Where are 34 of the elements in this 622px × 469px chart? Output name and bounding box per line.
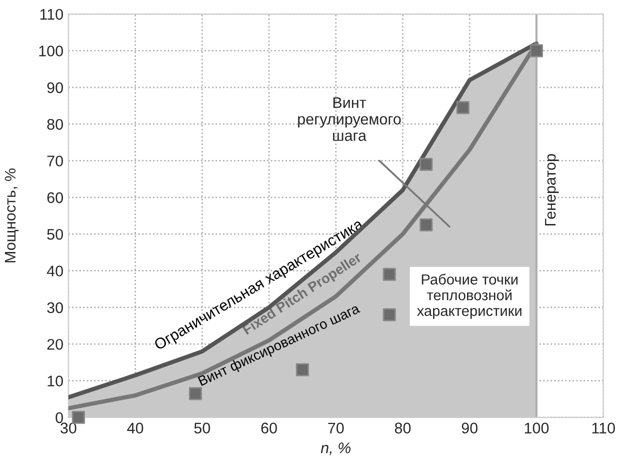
y-tick-label: 70 xyxy=(47,156,63,166)
x-tick-label: 80 xyxy=(394,422,411,434)
x-tick-label: 40 xyxy=(127,422,144,434)
x-tick-label: 70 xyxy=(328,422,344,434)
y-axis-title: Мощность, % xyxy=(4,168,18,262)
y-tick-label: 50 xyxy=(47,228,63,240)
x-tick-label: 100 xyxy=(524,422,549,434)
y-tick-label: 60 xyxy=(47,192,63,204)
x-axis-title: n, % xyxy=(320,442,351,456)
x-tick-label: 60 xyxy=(261,422,277,434)
point xyxy=(456,101,470,114)
y-tick-label: 90 xyxy=(47,82,63,94)
x-tick-label: 30 xyxy=(60,422,76,434)
point xyxy=(382,308,396,322)
x-tick-label: 90 xyxy=(462,422,478,434)
point xyxy=(188,387,202,400)
y-tick-label: 10 xyxy=(48,376,63,386)
y-tick-label: 0 xyxy=(56,412,63,424)
x-tick-label: 50 xyxy=(194,422,210,434)
y-tick-label: 80 xyxy=(47,118,63,130)
point xyxy=(382,268,396,281)
y-tick-label: 30 xyxy=(47,302,63,314)
point xyxy=(72,410,85,424)
y-tick-label: 110 xyxy=(40,8,63,20)
y-tick-label: 40 xyxy=(46,266,63,276)
ref-line-label: Генератор xyxy=(545,154,559,226)
point xyxy=(420,158,433,171)
annotation: Винт регулируемого шага xyxy=(298,97,401,141)
annotation: Рабочие точки тепловозной характеристики xyxy=(417,274,522,319)
y-tick-label: 20 xyxy=(47,338,63,350)
point xyxy=(530,44,543,58)
y-tick-label: 100 xyxy=(39,46,63,56)
x-tick-label: 110 xyxy=(592,422,615,434)
point xyxy=(420,218,433,232)
